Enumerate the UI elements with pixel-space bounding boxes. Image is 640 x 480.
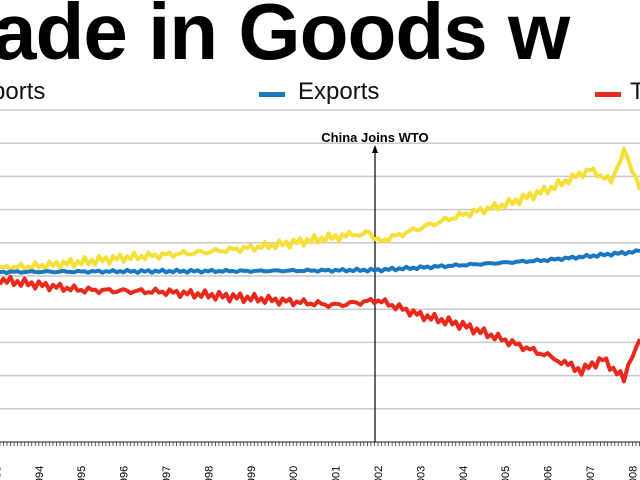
x-tick-label: 2000	[288, 466, 300, 480]
x-tick-label: 1997	[161, 466, 173, 480]
exports-line	[0, 248, 640, 276]
x-tick-label: 2004	[458, 466, 470, 480]
x-tick-label: 1993	[0, 466, 3, 480]
annotation-label: China Joins WTO	[321, 130, 428, 145]
x-tick-label: 2001	[331, 466, 343, 480]
trade-balance-line	[0, 274, 640, 384]
x-tick-label: 1994	[34, 466, 46, 480]
legend-swatch-balance	[595, 92, 621, 97]
x-tick-label: 1996	[119, 466, 131, 480]
legend-label-imports: ports	[0, 78, 46, 105]
legend-swatch-exports	[259, 92, 285, 97]
legend-label-balance: T	[630, 78, 640, 105]
chart-title: ade in Goods w	[0, 0, 570, 76]
legend-label-exports: Exports	[298, 78, 380, 105]
x-tick-label: 1999	[246, 466, 258, 480]
x-tick-label: 2005	[500, 466, 512, 480]
x-tick-label: 2003	[415, 466, 427, 480]
x-tick-label: 2007	[585, 466, 597, 480]
x-tick-label: 2006	[543, 466, 555, 480]
x-tick-label: 2002	[373, 466, 385, 480]
x-tick-label: 1998	[203, 466, 215, 480]
annotation-arrow-head	[372, 145, 378, 153]
imports-line	[0, 146, 640, 273]
x-tick-label: 2008	[627, 466, 639, 480]
x-tick-label: 1995	[76, 466, 88, 480]
